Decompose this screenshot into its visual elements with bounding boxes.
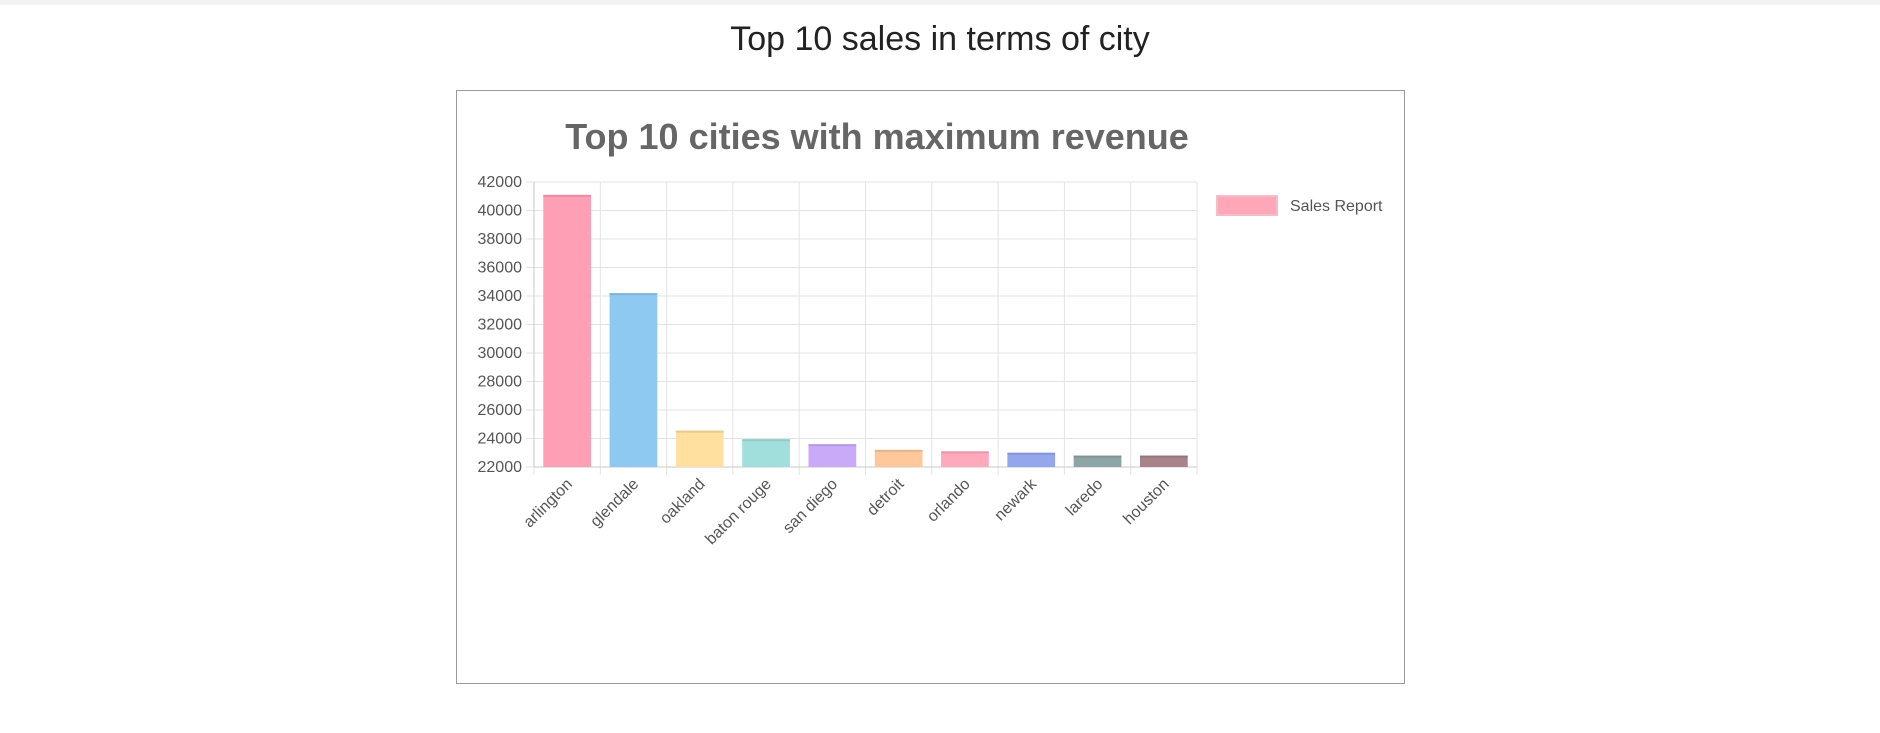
bar-baton-rouge[interactable]: [742, 439, 790, 467]
y-tick-label: 26000: [478, 402, 523, 419]
y-tick-label: 28000: [478, 374, 523, 391]
bar-newark[interactable]: [1007, 452, 1056, 467]
x-tick-label: san diego: [780, 476, 841, 537]
page-title: Top 10 sales in terms of city: [730, 20, 1150, 58]
y-tick-label: 40000: [478, 203, 523, 220]
legend: Sales Report: [1216, 195, 1383, 216]
bar-layer: [543, 194, 1188, 467]
x-tick-label: oakland: [657, 476, 709, 528]
y-tick-label: 38000: [478, 231, 523, 248]
x-tick-label: detroit: [864, 475, 908, 519]
bar-glendale[interactable]: [609, 293, 658, 467]
legend-label[interactable]: Sales Report: [1290, 198, 1383, 215]
y-tick-label: 42000: [478, 174, 523, 191]
y-tick-label: 24000: [478, 431, 523, 448]
x-tick-label: glendale: [587, 476, 642, 531]
top-strip: [0, 0, 1880, 5]
bar-oakland[interactable]: [675, 430, 724, 467]
bar-detroit[interactable]: [874, 449, 923, 467]
x-tick-label: laredo: [1063, 476, 1107, 520]
y-tick-label: 34000: [478, 288, 523, 305]
legend-swatch[interactable]: [1216, 195, 1278, 216]
y-tick-label: 22000: [478, 459, 523, 476]
bar-chart: Top 10 cities with maximum revenue 42000…: [478, 116, 1384, 548]
y-tick-label: 36000: [478, 260, 523, 277]
x-tick-label: arlington: [521, 476, 576, 531]
x-tick-label: orlando: [924, 476, 974, 526]
y-tick-label: 32000: [478, 317, 523, 334]
y-axis-ticks: 42000 40000 38000 36000 34000 32000 30000 28000…: [478, 174, 523, 476]
x-tick-label: newark: [992, 475, 1041, 524]
x-tick-label: houston: [1120, 476, 1172, 528]
y-tick-label: 30000: [478, 345, 523, 362]
bar-orlando[interactable]: [941, 451, 989, 467]
chart-title: Top 10 cities with maximum revenue: [565, 116, 1189, 157]
chart-panel: Top 10 cities with maximum revenue 42000…: [456, 90, 1405, 684]
bar-houston[interactable]: [1139, 455, 1188, 467]
bar-san-diego[interactable]: [808, 444, 857, 467]
x-tick-label: baton rouge: [702, 476, 774, 548]
bar-arlington[interactable]: [543, 194, 592, 467]
bar-laredo[interactable]: [1073, 455, 1122, 467]
